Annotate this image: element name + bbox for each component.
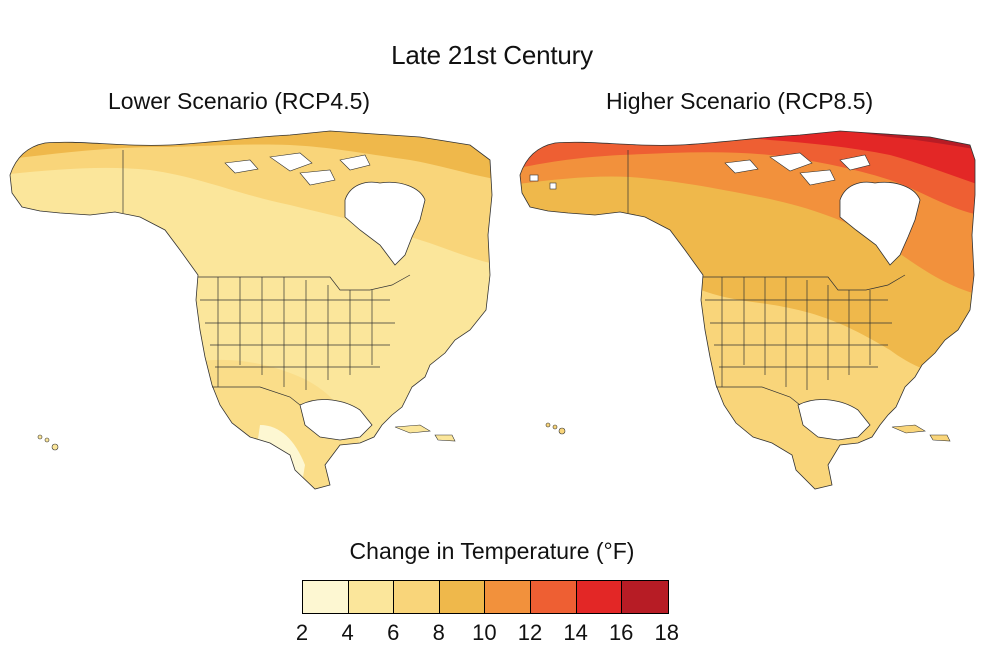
colorbar-bin [394, 581, 440, 613]
continent-outline [9, 130, 493, 490]
colorbar-bin [348, 581, 395, 613]
colorbar-bin [622, 581, 668, 613]
colorbar-bin [439, 581, 486, 613]
state-borders [627, 150, 906, 406]
caribbean-islands [891, 424, 951, 442]
colorbar-bin [485, 581, 531, 613]
greenland-ice [839, 181, 921, 266]
colorbar-bin [530, 581, 577, 613]
arctic-islands [529, 152, 871, 190]
colorbar-tick-label: 14 [563, 620, 588, 645]
continent-outline [519, 130, 976, 490]
caribbean-islands [394, 424, 456, 442]
higher-temperature-field [520, 131, 975, 489]
main-title: Late 21st Century [391, 40, 593, 70]
higher-scenario-map [519, 130, 976, 490]
colorbar-tick-label: 18 [654, 620, 680, 645]
left-panel-title: Lower Scenario (RCP4.5) [108, 88, 371, 114]
gulf-of-mexico [797, 399, 871, 441]
colorbar-tick-label: 12 [517, 620, 543, 645]
right-panel-title: Higher Scenario (RCP8.5) [606, 88, 874, 114]
colorbar-tick-label: 4 [341, 620, 354, 645]
arctic-islands [224, 152, 371, 186]
colorbar-ticks: 2 4 6 8 10 12 14 16 18 [0, 620, 984, 650]
colorbar-bin [303, 581, 349, 613]
gulf-of-mexico [299, 399, 373, 441]
colorbar-tick-label: 16 [608, 620, 634, 645]
hawaii [545, 422, 566, 435]
legend-title: Change in Temperature (°F) [349, 538, 635, 564]
lower-scenario-map [9, 130, 493, 490]
greenland-ice [344, 181, 426, 266]
colorbar-tick-label: 6 [387, 620, 400, 645]
colorbar-tick-label: 2 [295, 620, 309, 645]
hawaii [37, 434, 59, 451]
colorbar-tick-label: 10 [472, 620, 497, 645]
lower-temperature-field [10, 131, 492, 489]
state-borders [122, 150, 411, 406]
colorbar-bin [576, 581, 623, 613]
colorbar [302, 580, 669, 614]
colorbar-tick-label: 8 [432, 620, 445, 645]
